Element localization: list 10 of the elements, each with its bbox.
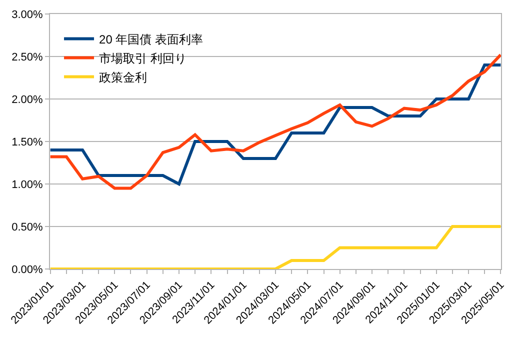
- y-tick-label: 0.00%: [12, 264, 44, 276]
- y-tick-label: 0.50%: [12, 221, 44, 234]
- y-tick-label: 1.50%: [12, 136, 44, 148]
- y-tick-label: 1.00%: [12, 178, 44, 191]
- legend-label: 政策金利: [99, 70, 148, 84]
- y-tick-label: 3.00%: [12, 8, 44, 21]
- y-tick-label: 2.50%: [12, 51, 44, 64]
- legend-label: 20 年国債 表面利率: [99, 32, 204, 46]
- y-tick-label: 2.00%: [12, 94, 44, 106]
- legend-label: 市場取引 利回り: [99, 51, 186, 66]
